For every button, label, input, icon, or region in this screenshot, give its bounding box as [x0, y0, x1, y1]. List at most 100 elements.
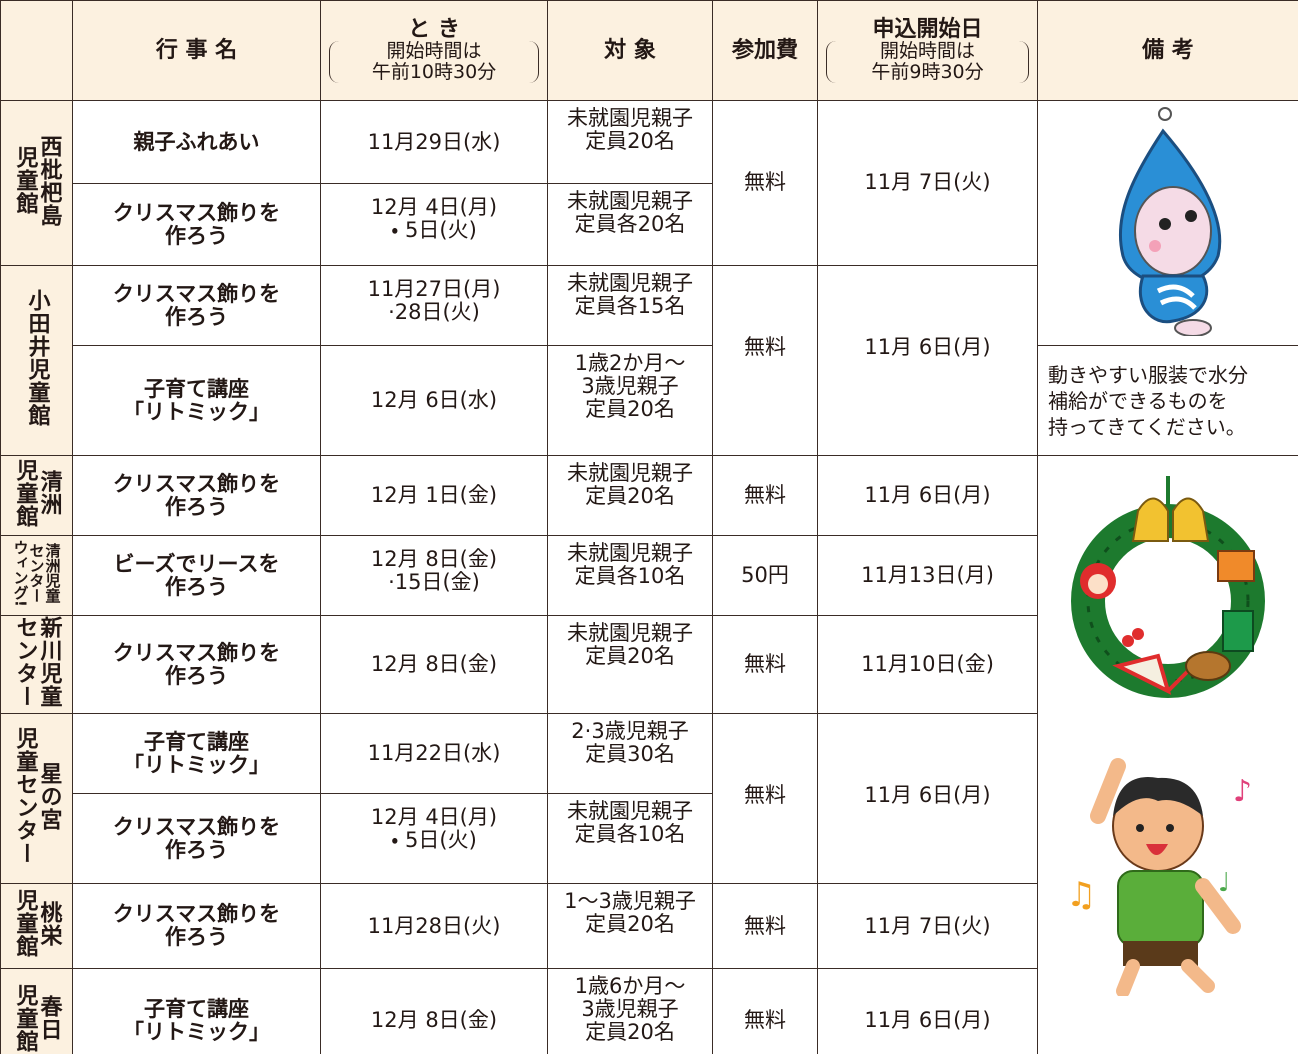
date-line: ·28日(火): [388, 300, 480, 324]
start-date: 11月 6日(月): [864, 1008, 991, 1032]
target-line: 定員各10名: [574, 822, 686, 846]
date-cell: 11月29日(水): [320, 100, 548, 184]
fee-cell: 無料: [712, 265, 818, 456]
event-name-line: 子育て講座: [144, 996, 249, 1021]
target-line: 定員各20名: [574, 212, 686, 236]
venue-cell: 春日 児童館: [0, 968, 73, 1054]
event-name-line: 作ろう: [165, 837, 228, 862]
start-date: 11月 6日(月): [864, 335, 991, 359]
event-name-line: クリスマス飾りを: [112, 814, 281, 839]
venue-name-line: ウィング!: [11, 539, 30, 607]
target-line: 定員各10名: [574, 564, 686, 588]
venue-name-line: センター: [27, 543, 46, 603]
event-name-cell: クリスマス飾りを 作ろう: [72, 793, 321, 884]
target-cell: 未就園児親子 定員20名: [547, 455, 713, 536]
target-cell: 未就園児親子 定員各15名: [547, 265, 713, 346]
date-line: 11月22日(水): [367, 741, 501, 765]
venue-cell: 西枇杷島 児童館: [0, 100, 73, 266]
event-name-line: 子育て講座: [144, 729, 249, 754]
fee-cell: 無料: [712, 455, 818, 536]
start-cell: 11月 7日(火): [817, 100, 1038, 266]
svg-text:♫: ♫: [1066, 875, 1096, 915]
target-line: 定員各15名: [574, 294, 686, 318]
target-line: 未就園児親子: [567, 541, 693, 565]
date-line: 12月 4日(月): [370, 805, 498, 829]
venue-name: 清洲 児童館: [13, 459, 62, 528]
target-line: 未就園児親子: [567, 799, 693, 823]
venue-name-line: 西枇杷島: [36, 134, 62, 227]
target-cell: 1歳2か月〜 3歳児親子 定員20名: [547, 345, 713, 456]
venue-name: 西枇杷島 児童館: [13, 134, 62, 227]
fee-cell: 無料: [712, 713, 818, 884]
svg-text:♪: ♪: [1233, 774, 1252, 809]
header-note: 開始時間は 午前9時30分: [826, 41, 1029, 83]
header-cell: 申込開始日 開始時間は 午前9時30分: [817, 0, 1038, 101]
header-title: 参加費: [731, 38, 798, 63]
start-cell: 11月10日(金): [817, 615, 1038, 714]
header-note-line: 午前9時30分: [871, 61, 984, 83]
event-name-line: クリスマス飾りを: [112, 640, 281, 665]
date-line: 12月 6日(水): [370, 388, 498, 412]
event-row: 小田井児童館 クリスマス飾りを 作ろう 11月27日(月) ·28日(火) 未就園児親子定…: [0, 265, 1298, 456]
start-date: 11月 7日(火): [864, 913, 991, 938]
venue-cell: 小田井児童館: [0, 265, 73, 456]
event-row: 星の宮 児童センター 子育て講座 「リトミック」 11月22日(水) 2·3歳児親子 定員3…: [0, 713, 1298, 884]
event-name-cell: クリスマス飾りを 作ろう: [72, 183, 321, 266]
event-name-line: クリスマス飾りを: [112, 200, 281, 225]
note-text-cell: 動きやすい服装で水分 補給ができるものを 持ってきてください。: [1037, 345, 1298, 456]
target-line: 未就園児親子: [567, 461, 693, 485]
date-line: 12月 1日(金): [370, 483, 498, 507]
venue-name-line: 児童センター: [12, 727, 38, 865]
target-cell: 未就園児親子 定員各20名: [547, 183, 713, 266]
date-cell: 12月 4日(月) ・ 5日(火): [320, 183, 548, 266]
dancing-boy-illustration: ♫ ♪ ♩: [1066, 758, 1252, 996]
header-title: と き: [408, 17, 460, 42]
event-name-cell: 子育て講座 「リトミック」: [72, 345, 321, 456]
note-image-cell: [1037, 100, 1298, 346]
fee-cell: 無料: [712, 100, 818, 266]
fee: 無料: [744, 1008, 786, 1032]
target-line: 3歳児親子: [581, 997, 679, 1021]
start-date: 11月 6日(月): [864, 783, 991, 807]
fee: 無料: [744, 913, 786, 938]
date-line: 12月 8日(金): [370, 652, 498, 676]
start-date: 11月 6日(月): [864, 483, 991, 507]
target-cell: 未就園児親子 定員20名: [547, 100, 713, 184]
date-cell: 12月 8日(金): [320, 968, 548, 1054]
date-line: ·15日(金): [388, 570, 480, 594]
fee: 無料: [744, 483, 786, 507]
venue-name-line: 星の宮: [36, 761, 62, 831]
date-line: 12月 8日(金): [370, 547, 498, 571]
target-line: 1歳6か月〜: [574, 974, 686, 998]
start-date: 11月10日(金): [861, 652, 994, 676]
event-name-line: 「リトミック」: [123, 1019, 270, 1044]
event-name-cell: クリスマス飾りを 作ろう: [72, 883, 321, 969]
target-line: 定員20名: [585, 1020, 675, 1044]
event-name-line: 作ろう: [165, 494, 228, 519]
event-name-line: 「リトミック」: [123, 399, 270, 424]
event-name-line: クリスマス飾りを: [112, 902, 281, 926]
event-row: 桃栄 児童館 クリスマス飾りを 作ろう 11月28日(火) 1〜3歳児親子 定員20名 無料 1…: [0, 883, 1298, 969]
header-cell: 行 事 名: [72, 0, 321, 101]
target-cell: 未就園児親子 定員各10名: [547, 535, 713, 616]
target-line: 1〜3歳児親子: [564, 889, 696, 913]
event-name-cell: クリスマス飾りを 作ろう: [72, 615, 321, 714]
start-cell: 11月13日(月): [817, 535, 1038, 616]
fee: 無料: [744, 335, 786, 359]
target-line: 定員30名: [585, 742, 675, 766]
note-line: 動きやすい服装で水分: [1048, 362, 1248, 387]
target-cell: 1歳6か月〜 3歳児親子 定員20名: [547, 968, 713, 1054]
event-name-line: 「リトミック」: [123, 752, 270, 777]
header-title: 備 考: [1142, 38, 1194, 63]
target-line: 定員20名: [585, 129, 675, 153]
fee-cell: 無料: [712, 615, 818, 714]
venue-name-line: 桃栄: [36, 900, 62, 947]
venue-name-line: 新川児童: [36, 616, 62, 709]
target-cell: 2·3歳児親子 定員30名: [547, 713, 713, 794]
header-note-line: 午前10時30分: [371, 61, 497, 83]
date-line: ・ 5日(火): [391, 218, 477, 242]
header-note-line: 開始時間は: [386, 40, 482, 62]
target-line: 2·3歳児親子: [571, 719, 689, 743]
